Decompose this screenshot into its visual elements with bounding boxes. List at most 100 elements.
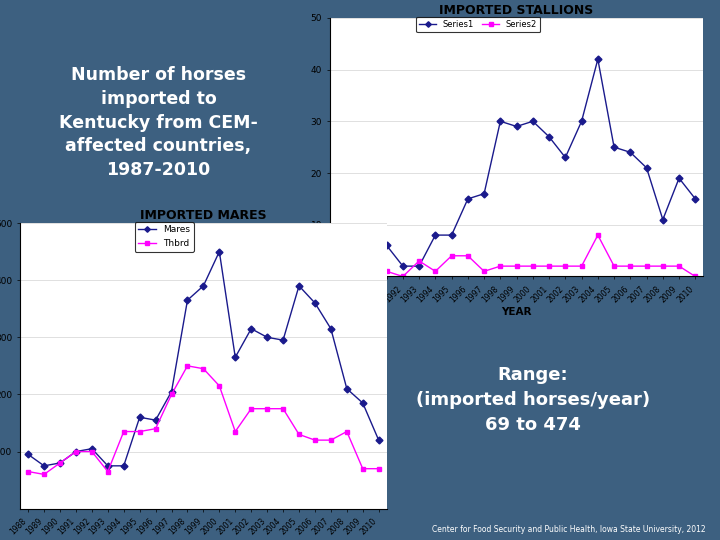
Series1 [626, 149, 634, 156]
Series2 [610, 263, 618, 269]
Thbrd [343, 428, 351, 435]
Thbrd [263, 406, 271, 412]
Thbrd [71, 448, 80, 455]
Mares [40, 463, 48, 469]
Series2 [561, 263, 570, 269]
Series1 [577, 118, 586, 125]
Thbrd [247, 406, 256, 412]
Series2 [447, 253, 456, 259]
Series1 [333, 263, 342, 269]
Series1 [382, 242, 391, 249]
Series2 [642, 263, 651, 269]
Series1 [447, 232, 456, 238]
Series2 [431, 268, 440, 274]
Series1 [480, 191, 488, 197]
Mares [55, 460, 64, 466]
Mares [327, 326, 336, 332]
Series2 [675, 263, 683, 269]
Thbrd [88, 448, 96, 455]
Series2 [496, 263, 505, 269]
Thbrd [24, 468, 32, 475]
Line: Series2: Series2 [336, 233, 698, 279]
Title: IMPORTED STALLIONS: IMPORTED STALLIONS [439, 4, 594, 17]
Series1 [610, 144, 618, 150]
Series2 [691, 273, 700, 280]
Thbrd [104, 468, 112, 475]
Series2 [480, 268, 488, 274]
Mares [199, 282, 208, 289]
Thbrd [167, 391, 176, 397]
Series1 [431, 232, 440, 238]
Series2 [333, 268, 342, 274]
Thbrd [279, 406, 287, 412]
Mares [215, 248, 224, 255]
Thbrd [120, 428, 128, 435]
Series2 [350, 263, 359, 269]
Series2 [366, 263, 374, 269]
X-axis label: YEAR: YEAR [501, 307, 532, 317]
Series2 [513, 263, 521, 269]
Series1 [545, 133, 554, 140]
Series1 [350, 247, 359, 254]
Mares [167, 388, 176, 395]
Mares [294, 282, 303, 289]
Thbrd [327, 437, 336, 443]
Series1 [642, 165, 651, 171]
Series2 [659, 263, 667, 269]
Mares [247, 326, 256, 332]
Mares [279, 337, 287, 343]
Thbrd [294, 431, 303, 437]
Series2 [528, 263, 537, 269]
Series2 [626, 263, 634, 269]
Title: IMPORTED MARES: IMPORTED MARES [140, 209, 266, 222]
Series1 [593, 56, 602, 63]
Series2 [545, 263, 554, 269]
Series2 [415, 258, 423, 264]
Series1 [675, 175, 683, 181]
Series2 [593, 232, 602, 238]
Thbrd [151, 426, 160, 432]
Series1 [464, 195, 472, 202]
Legend: Mares, Thbrd: Mares, Thbrd [135, 222, 194, 252]
Mares [24, 451, 32, 457]
Mares [343, 386, 351, 392]
Text: Range:
(imported horses/year)
69 to 474: Range: (imported horses/year) 69 to 474 [415, 366, 650, 434]
Mares [183, 297, 192, 303]
Series1 [513, 123, 521, 130]
Series1 [691, 195, 700, 202]
Series1 [528, 118, 537, 125]
Mares [231, 354, 240, 361]
Mares [374, 437, 383, 443]
Thbrd [231, 428, 240, 435]
Thbrd [135, 428, 144, 435]
Series1 [561, 154, 570, 161]
Thbrd [183, 363, 192, 369]
Mares [151, 417, 160, 423]
Series1 [399, 263, 408, 269]
Thbrd [55, 460, 64, 466]
Mares [71, 448, 80, 455]
Series2 [577, 263, 586, 269]
Series2 [382, 268, 391, 274]
Mares [88, 446, 96, 452]
Line: Thbrd: Thbrd [26, 363, 381, 477]
Mares [310, 300, 319, 306]
Series1 [366, 237, 374, 244]
Line: Series1: Series1 [336, 57, 698, 268]
Series1 [659, 217, 667, 223]
Text: Center for Food Security and Public Health, Iowa State University, 2012: Center for Food Security and Public Heal… [432, 525, 706, 534]
Mares [263, 334, 271, 341]
Thbrd [359, 465, 367, 472]
Series1 [496, 118, 505, 125]
Series1 [415, 263, 423, 269]
Mares [135, 414, 144, 421]
Mares [104, 463, 112, 469]
Thbrd [40, 471, 48, 478]
Thbrd [374, 465, 383, 472]
Thbrd [199, 366, 208, 372]
Mares [359, 400, 367, 406]
Mares [120, 463, 128, 469]
Series2 [464, 253, 472, 259]
Thbrd [215, 383, 224, 389]
Text: Number of horses
imported to
Kentucky from CEM-
affected countries,
1987-2010: Number of horses imported to Kentucky fr… [59, 66, 258, 179]
